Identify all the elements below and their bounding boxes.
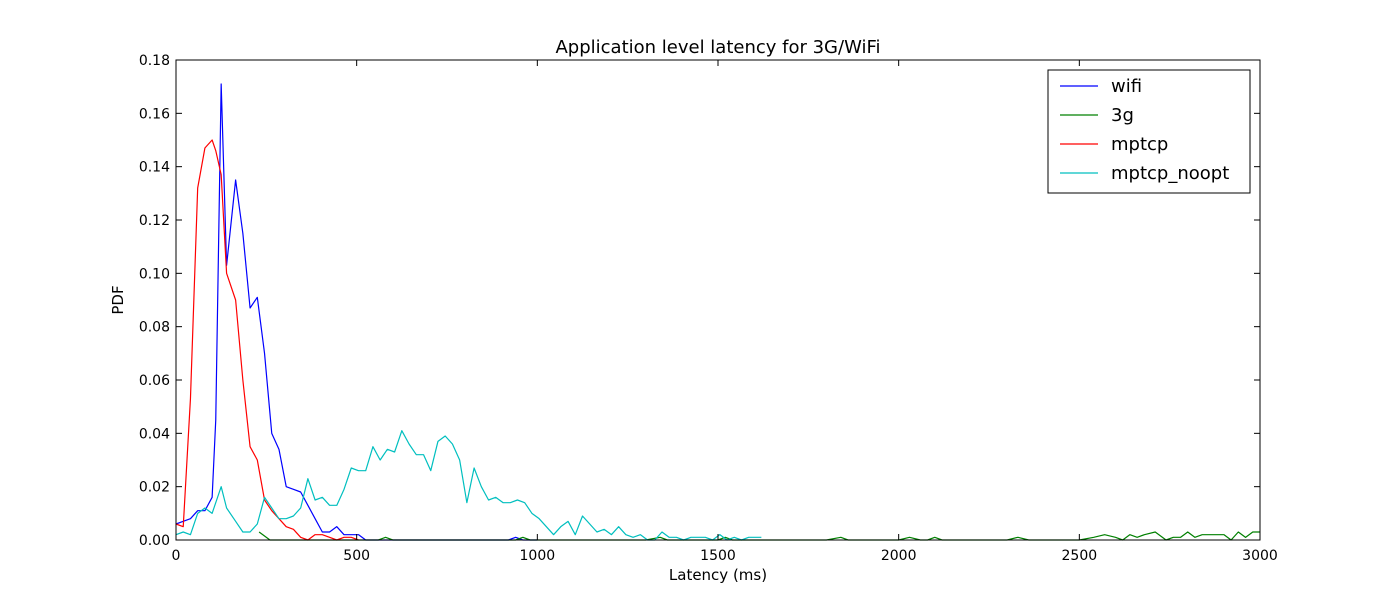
y-tick-label: 0.04 — [139, 426, 170, 442]
legend-label-3g: 3g — [1111, 105, 1134, 126]
x-tick-label: 500 — [343, 548, 370, 564]
x-tick-label: 2500 — [1062, 548, 1098, 564]
x-tick-label: 1500 — [700, 548, 736, 564]
plot-frame — [175, 59, 1261, 541]
series-line-mptcp-noopt — [175, 430, 762, 541]
legend: wifi 3g mptcp mptcp_noopt — [1047, 69, 1251, 194]
axis-ticks-group: 0 500 1000 1500 2000 2500 3000 0.00 0.02 0.04 0.06… — [139, 53, 1278, 564]
legend-label-mptcp: mptcp — [1111, 134, 1168, 155]
y-tick-label: 0.00 — [139, 533, 170, 549]
y-tick-label: 0.12 — [139, 213, 170, 229]
y-tick-label: 0.06 — [139, 373, 170, 389]
x-axis-title: Latency (ms) — [669, 566, 767, 584]
series-line-mptcp — [175, 139, 359, 541]
y-tick-label: 0.02 — [139, 480, 170, 496]
chart-title: Application level latency for 3G/WiFi — [555, 37, 880, 58]
x-tick-label: 2000 — [881, 548, 917, 564]
legend-label-wifi: wifi — [1111, 76, 1142, 97]
y-tick-label: 0.16 — [139, 106, 170, 122]
x-tick-label: 3000 — [1242, 548, 1278, 564]
y-axis-title: PDF — [109, 285, 127, 314]
y-tick-label: 0.14 — [139, 160, 170, 176]
x-tick-label: 1000 — [520, 548, 556, 564]
y-tick-label: 0.18 — [139, 53, 170, 69]
y-tick-label: 0.10 — [139, 266, 170, 282]
legend-label-mptcp-noopt: mptcp_noopt — [1111, 163, 1229, 184]
x-tick-label: 0 — [172, 548, 181, 564]
y-tick-label: 0.08 — [139, 320, 170, 336]
